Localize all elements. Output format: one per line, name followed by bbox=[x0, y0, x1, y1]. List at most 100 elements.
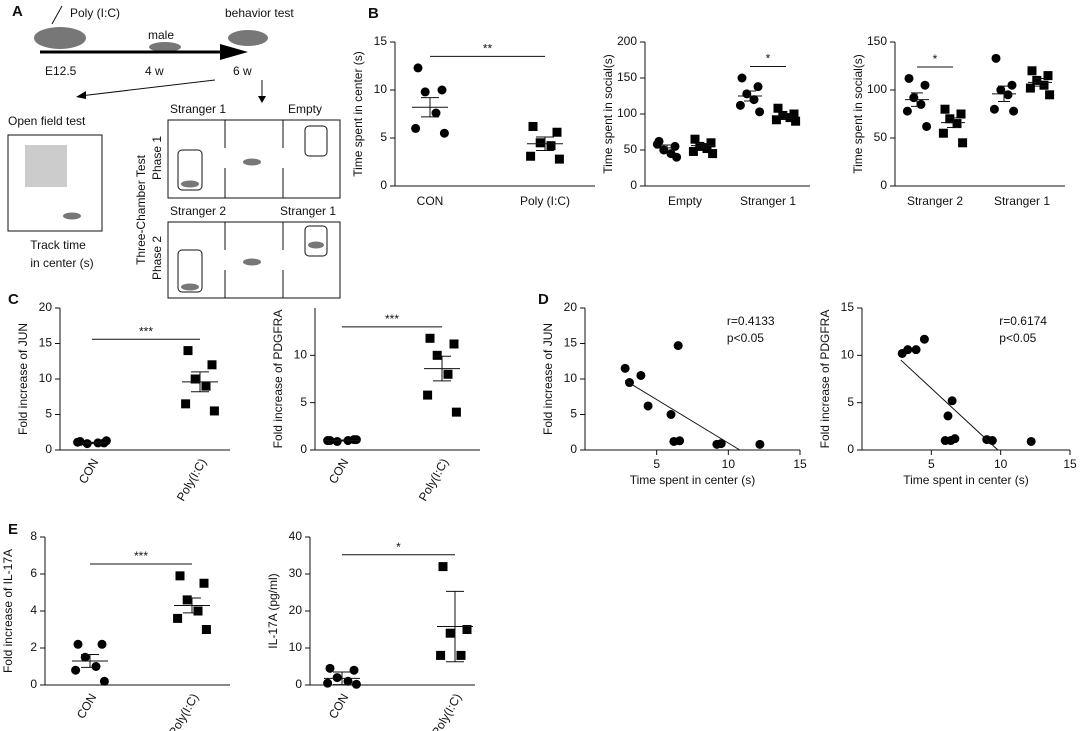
caption: Track time bbox=[30, 238, 86, 252]
y-axis-title: Fold increase of JUN bbox=[541, 323, 555, 435]
point bbox=[528, 121, 538, 131]
point bbox=[690, 134, 700, 144]
y-axis-title: Fold increase of PDGFRA bbox=[818, 310, 832, 449]
y-axis-title: Fold increase of PDGFRA bbox=[271, 310, 285, 449]
point bbox=[1032, 75, 1042, 85]
point bbox=[173, 613, 183, 623]
point bbox=[1025, 83, 1035, 93]
point bbox=[735, 100, 745, 110]
significance-label: * bbox=[933, 52, 938, 66]
cup bbox=[304, 225, 328, 257]
point bbox=[209, 406, 219, 416]
x-tick-label: Poly(I:C) bbox=[416, 456, 451, 503]
annotation: r=0.6174 bbox=[999, 314, 1047, 328]
y-tick-label: 100 bbox=[867, 82, 887, 96]
x-tick-label: CON bbox=[326, 691, 351, 721]
y-tick-label: 150 bbox=[867, 34, 887, 48]
mouse bbox=[181, 283, 199, 291]
panel-label: D bbox=[538, 291, 549, 308]
y-tick-label: 10 bbox=[564, 371, 578, 385]
y-tick-label: 10 bbox=[294, 348, 308, 362]
point bbox=[431, 108, 441, 118]
y-tick-label: 5 bbox=[380, 130, 387, 144]
x-tick-label: 5 bbox=[928, 457, 935, 471]
diagram: Poly (I:C) male behavior test E12.5 4 w … bbox=[7, 5, 341, 299]
point bbox=[351, 435, 361, 445]
point bbox=[737, 73, 747, 83]
point bbox=[688, 146, 698, 156]
point bbox=[938, 128, 948, 138]
fit-line bbox=[900, 359, 999, 451]
y-tick-label: 20 bbox=[564, 300, 578, 314]
x-axis-title: Time spent in center (s) bbox=[903, 473, 1029, 487]
y-tick-label: 0 bbox=[295, 677, 302, 691]
point bbox=[451, 407, 461, 417]
point bbox=[351, 679, 361, 689]
point bbox=[193, 606, 203, 616]
significance-label: * bbox=[396, 540, 401, 554]
point bbox=[753, 82, 763, 92]
treatment: Poly (I:C) bbox=[70, 6, 120, 20]
y-tick-label: 10 bbox=[289, 640, 303, 654]
x-tick-label: CON bbox=[417, 194, 444, 208]
x-tick-label: 10 bbox=[722, 457, 736, 471]
chamber-label: Stranger 2 bbox=[170, 204, 226, 218]
point bbox=[91, 662, 101, 671]
point bbox=[940, 104, 950, 114]
point bbox=[445, 628, 455, 638]
annotation: p<0.05 bbox=[727, 331, 764, 345]
mouse bbox=[149, 42, 181, 52]
point bbox=[80, 652, 90, 662]
annotation: r=0.4133 bbox=[727, 314, 775, 328]
significance-label: ** bbox=[483, 42, 493, 56]
phase-label: Phase 2 bbox=[150, 236, 164, 280]
point bbox=[439, 128, 449, 138]
arrow bbox=[79, 79, 216, 97]
fit-line bbox=[624, 379, 741, 451]
point bbox=[181, 399, 191, 409]
point bbox=[436, 650, 446, 660]
chamber-label: Stranger 1 bbox=[280, 204, 336, 218]
point bbox=[438, 562, 448, 572]
point bbox=[552, 127, 562, 137]
chamber-label: Stranger 1 bbox=[170, 102, 226, 116]
point bbox=[73, 639, 83, 649]
point bbox=[71, 665, 81, 675]
point bbox=[755, 107, 765, 117]
annotation: p<0.05 bbox=[999, 331, 1036, 345]
chamber bbox=[167, 119, 341, 199]
point bbox=[903, 345, 913, 355]
x-tick-label: 15 bbox=[793, 457, 807, 471]
x-tick-label: Stranger 2 bbox=[907, 194, 963, 208]
x-tick-label: 10 bbox=[994, 457, 1008, 471]
point bbox=[956, 109, 966, 119]
point bbox=[175, 571, 185, 581]
mouse bbox=[308, 241, 324, 249]
phase-label: Phase 1 bbox=[150, 136, 164, 180]
y-axis-title: Time spent in social(s) bbox=[601, 54, 615, 174]
open-field-title: Open field test bbox=[8, 114, 86, 128]
point bbox=[99, 676, 109, 686]
significance-label: *** bbox=[139, 324, 153, 338]
mouse bbox=[243, 258, 261, 266]
test: behavior test bbox=[225, 6, 294, 20]
mouse bbox=[243, 158, 261, 166]
error-bar bbox=[998, 85, 1010, 103]
y-tick-label: 6 bbox=[30, 566, 37, 580]
y-tick-label: 5 bbox=[847, 395, 854, 409]
point bbox=[449, 339, 459, 349]
error-bar bbox=[191, 371, 209, 393]
error-bar bbox=[697, 143, 709, 149]
point bbox=[989, 104, 999, 114]
error-bar bbox=[446, 590, 464, 663]
y-tick-label: 50 bbox=[624, 142, 638, 156]
point bbox=[996, 85, 1006, 95]
point bbox=[201, 381, 211, 391]
point bbox=[952, 119, 962, 129]
y-axis-title: Fold increase of JUN bbox=[16, 323, 30, 435]
point bbox=[423, 390, 433, 400]
x-axis-title: Time spent in center (s) bbox=[630, 473, 756, 487]
significance-label: *** bbox=[134, 549, 148, 563]
error-bar bbox=[780, 113, 792, 119]
time: 6 w bbox=[233, 64, 252, 78]
